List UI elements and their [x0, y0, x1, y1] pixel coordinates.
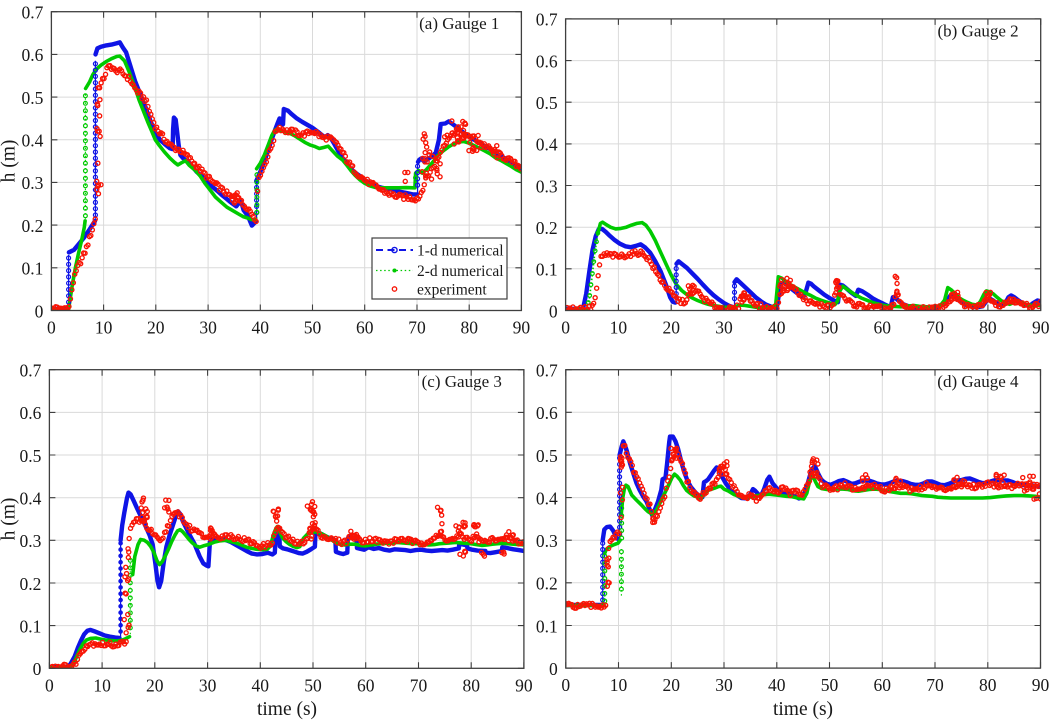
svg-text:60: 60 — [874, 318, 892, 338]
svg-text:50: 50 — [821, 675, 839, 695]
svg-text:0.3: 0.3 — [536, 531, 558, 551]
svg-text:0.4: 0.4 — [536, 135, 558, 155]
svg-text:40: 40 — [768, 318, 786, 338]
svg-text:10: 10 — [610, 318, 628, 338]
svg-text:10: 10 — [95, 318, 113, 338]
svg-text:0.6: 0.6 — [536, 403, 558, 423]
svg-text:0.5: 0.5 — [536, 93, 558, 113]
svg-text:80: 80 — [979, 675, 997, 695]
svg-text:0.5: 0.5 — [20, 446, 42, 466]
svg-text:0.7: 0.7 — [536, 361, 558, 381]
svg-text:0.5: 0.5 — [22, 88, 44, 108]
svg-text:0.1: 0.1 — [20, 616, 42, 636]
svg-text:0: 0 — [549, 659, 558, 679]
svg-text:(a) Gauge 1: (a) Gauge 1 — [419, 14, 499, 33]
svg-text:(b) Gauge 2: (b) Gauge 2 — [937, 21, 1018, 40]
svg-text:0.1: 0.1 — [536, 260, 558, 280]
svg-text:0.2: 0.2 — [536, 574, 558, 594]
svg-text:60: 60 — [356, 318, 374, 338]
svg-text:1-d numerical: 1-d numerical — [417, 243, 504, 260]
svg-text:90: 90 — [513, 318, 531, 338]
svg-text:(c) Gauge 3: (c) Gauge 3 — [422, 372, 502, 391]
svg-text:0: 0 — [33, 659, 42, 679]
svg-text:40: 40 — [252, 318, 270, 338]
svg-text:50: 50 — [821, 318, 839, 338]
svg-text:70: 70 — [408, 318, 426, 338]
svg-text:0.4: 0.4 — [22, 131, 44, 151]
svg-text:30: 30 — [199, 318, 217, 338]
svg-text:0: 0 — [45, 675, 54, 695]
svg-text:30: 30 — [715, 318, 733, 338]
svg-text:experiment: experiment — [417, 282, 487, 299]
svg-text:time (s): time (s) — [773, 699, 833, 720]
svg-text:20: 20 — [146, 675, 164, 695]
svg-text:2-d numerical: 2-d numerical — [417, 263, 504, 280]
svg-text:80: 80 — [460, 318, 478, 338]
svg-text:0: 0 — [561, 675, 570, 695]
svg-text:0.2: 0.2 — [20, 574, 42, 594]
svg-text:time (s): time (s) — [257, 699, 317, 720]
svg-text:20: 20 — [662, 318, 680, 338]
svg-text:70: 70 — [410, 675, 428, 695]
svg-text:0.3: 0.3 — [536, 176, 558, 196]
svg-text:60: 60 — [357, 675, 375, 695]
svg-text:0.3: 0.3 — [22, 173, 44, 193]
svg-text:0.7: 0.7 — [20, 361, 42, 381]
svg-text:20: 20 — [147, 318, 165, 338]
svg-text:0.2: 0.2 — [22, 216, 44, 236]
svg-text:0.4: 0.4 — [536, 488, 558, 508]
svg-text:0: 0 — [561, 318, 570, 338]
svg-text:70: 70 — [926, 318, 944, 338]
svg-text:90: 90 — [515, 675, 533, 695]
svg-text:80: 80 — [979, 318, 997, 338]
svg-text:0: 0 — [47, 318, 56, 338]
svg-text:0.7: 0.7 — [22, 3, 44, 23]
svg-text:0.6: 0.6 — [22, 45, 44, 65]
svg-text:50: 50 — [304, 675, 322, 695]
svg-text:0.4: 0.4 — [20, 489, 42, 509]
svg-text:40: 40 — [768, 675, 786, 695]
svg-text:h (m): h (m) — [0, 498, 20, 541]
svg-text:0.1: 0.1 — [536, 616, 558, 636]
svg-text:60: 60 — [874, 675, 892, 695]
svg-text:0.6: 0.6 — [536, 51, 558, 71]
svg-text:0.6: 0.6 — [20, 403, 42, 423]
svg-text:10: 10 — [610, 675, 628, 695]
svg-text:20: 20 — [663, 675, 681, 695]
svg-text:30: 30 — [199, 675, 217, 695]
svg-text:90: 90 — [1032, 318, 1050, 338]
svg-text:0.2: 0.2 — [536, 218, 558, 238]
svg-text:0.5: 0.5 — [536, 446, 558, 466]
svg-text:0.1: 0.1 — [22, 259, 44, 279]
svg-text:(d) Gauge 4: (d) Gauge 4 — [937, 372, 1019, 391]
svg-text:10: 10 — [93, 675, 111, 695]
svg-text:0.7: 0.7 — [536, 10, 558, 30]
svg-text:50: 50 — [304, 318, 322, 338]
svg-text:0: 0 — [35, 301, 44, 321]
svg-text:0: 0 — [549, 301, 558, 321]
svg-text:0.3: 0.3 — [20, 531, 42, 551]
svg-text:80: 80 — [462, 675, 480, 695]
svg-text:40: 40 — [252, 675, 270, 695]
svg-text:70: 70 — [926, 675, 944, 695]
svg-text:h (m): h (m) — [0, 140, 20, 183]
svg-text:30: 30 — [715, 675, 733, 695]
svg-text:90: 90 — [1032, 675, 1050, 695]
